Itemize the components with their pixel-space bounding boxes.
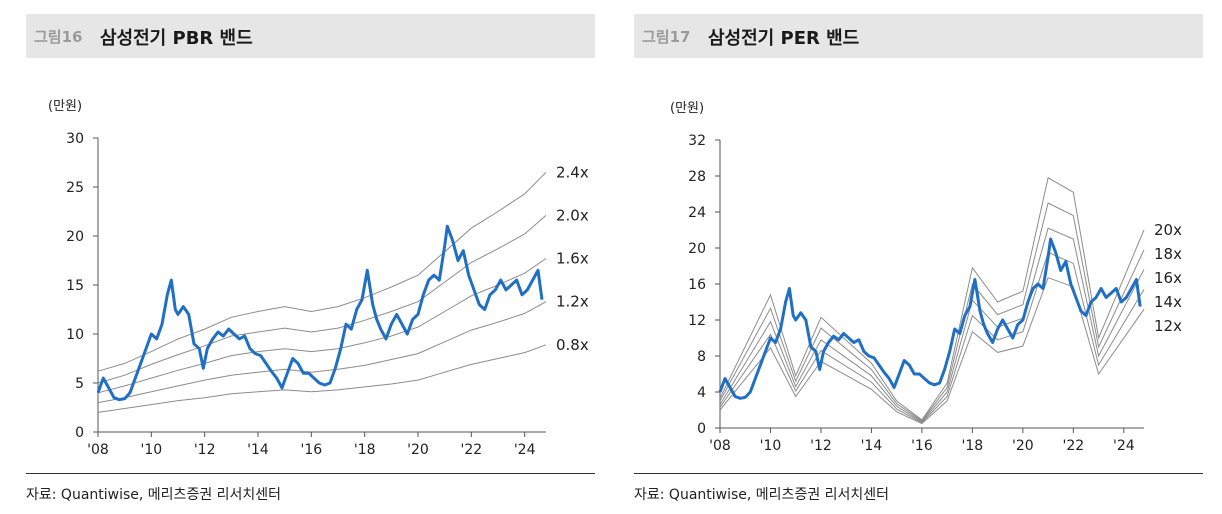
band-label: 18x xyxy=(1154,245,1182,263)
band-label: 2.4x xyxy=(556,163,589,181)
x-tick-label: '10 xyxy=(760,438,782,454)
band-line-20x xyxy=(719,177,1145,421)
pbr-band-chart: (만원) 0 5 10 15 20 25 30 '08 '10 '12 '14 '16 '18 '20 '22… xyxy=(48,99,589,458)
x-tick-label: '18 xyxy=(354,442,376,458)
band-line-16x xyxy=(719,227,1145,423)
band-line-1_6x xyxy=(97,258,547,394)
band-label: 1.6x xyxy=(556,250,589,268)
figure-title-bar: 그림17 삼성전기 PER 밴드 xyxy=(634,14,1203,58)
band-line-2_4x xyxy=(97,171,547,372)
x-tick-label: '10 xyxy=(140,442,162,458)
x-tick-label: '16 xyxy=(911,438,933,454)
band-label: 0.8x xyxy=(556,336,589,354)
x-tick-label: '18 xyxy=(962,438,984,454)
x-tick-label: '14 xyxy=(247,442,269,458)
x-tick-label: '14 xyxy=(861,438,883,454)
unit-label: (만원) xyxy=(670,101,704,116)
per-band-chart: (만원) 0 4 8 12 16 20 24 28 32 '08 '10 '12 '14 '16 '18 '20… xyxy=(670,101,1182,454)
y-tick-label: 25 xyxy=(66,180,84,196)
y-tick-label: 32 xyxy=(688,133,706,149)
y-tick-label: 20 xyxy=(66,229,84,245)
x-tick-label: '20 xyxy=(1012,438,1034,454)
figure-title: 삼성전기 PER 밴드 xyxy=(708,28,860,49)
y-tick-label: 30 xyxy=(66,131,84,147)
band-line-18x xyxy=(719,202,1145,422)
figure-number: 그림17 xyxy=(642,28,691,46)
y-tick-label: 10 xyxy=(66,327,84,343)
band-line-14x xyxy=(719,251,1145,424)
x-tick-label: '12 xyxy=(810,438,832,454)
band-label: 20x xyxy=(1154,221,1182,239)
figure-number: 그림16 xyxy=(34,28,83,46)
y-tick-label: 16 xyxy=(688,277,706,293)
price-line xyxy=(96,224,544,402)
x-tick-label: '12 xyxy=(194,442,216,458)
figure-title: 삼성전기 PBR 밴드 xyxy=(100,28,253,49)
x-tick-label: '24 xyxy=(1113,438,1135,454)
y-tick-label: 15 xyxy=(66,278,84,294)
source-divider xyxy=(26,473,595,474)
unit-label: (만원) xyxy=(48,99,82,114)
band-line-1_2x xyxy=(97,301,547,404)
x-tick-label: '24 xyxy=(514,442,536,458)
y-tick-label: 4 xyxy=(697,385,706,401)
y-tick-label: 0 xyxy=(697,421,706,437)
band-label: 2.0x xyxy=(556,206,589,224)
source-divider xyxy=(634,473,1203,474)
band-line-2_0x xyxy=(97,215,547,384)
x-tick-label: '08 xyxy=(87,442,109,458)
x-tick-label: '22 xyxy=(460,442,482,458)
y-tick-label: 8 xyxy=(697,349,706,365)
y-tick-label: 5 xyxy=(75,376,84,392)
figure-title-bar: 그림16 삼성전기 PBR 밴드 xyxy=(26,14,595,58)
figure-16: 그림16 삼성전기 PBR 밴드 (만원) 0 5 10 15 20 25 30 '08 '10 '… xyxy=(26,14,595,514)
y-tick-label: 12 xyxy=(688,313,706,329)
band-label: 1.2x xyxy=(556,293,589,311)
y-tick-label: 20 xyxy=(688,241,706,257)
source-note: 자료: Quantiwise, 메리츠증권 리서치센터 xyxy=(634,487,890,503)
source-note: 자료: Quantiwise, 메리츠증권 리서치센터 xyxy=(26,487,282,503)
x-tick-label: '16 xyxy=(300,442,322,458)
price-line xyxy=(718,237,1142,400)
x-tick-label: '08 xyxy=(709,438,731,454)
figure-17: 그림17 삼성전기 PER 밴드 (만원) 0 4 8 12 16 20 24 28 32 '08 '… xyxy=(634,14,1203,514)
x-tick-label: '22 xyxy=(1062,438,1084,454)
x-tick-label: '20 xyxy=(407,442,429,458)
band-label: 12x xyxy=(1154,317,1182,335)
band-label: 14x xyxy=(1154,293,1182,311)
band-line-0_8x xyxy=(97,344,547,413)
band-label: 16x xyxy=(1154,269,1182,287)
y-tick-label: 0 xyxy=(75,425,84,441)
y-tick-label: 24 xyxy=(688,205,706,221)
y-tick-label: 28 xyxy=(688,169,706,185)
band-line-12x xyxy=(719,277,1145,425)
